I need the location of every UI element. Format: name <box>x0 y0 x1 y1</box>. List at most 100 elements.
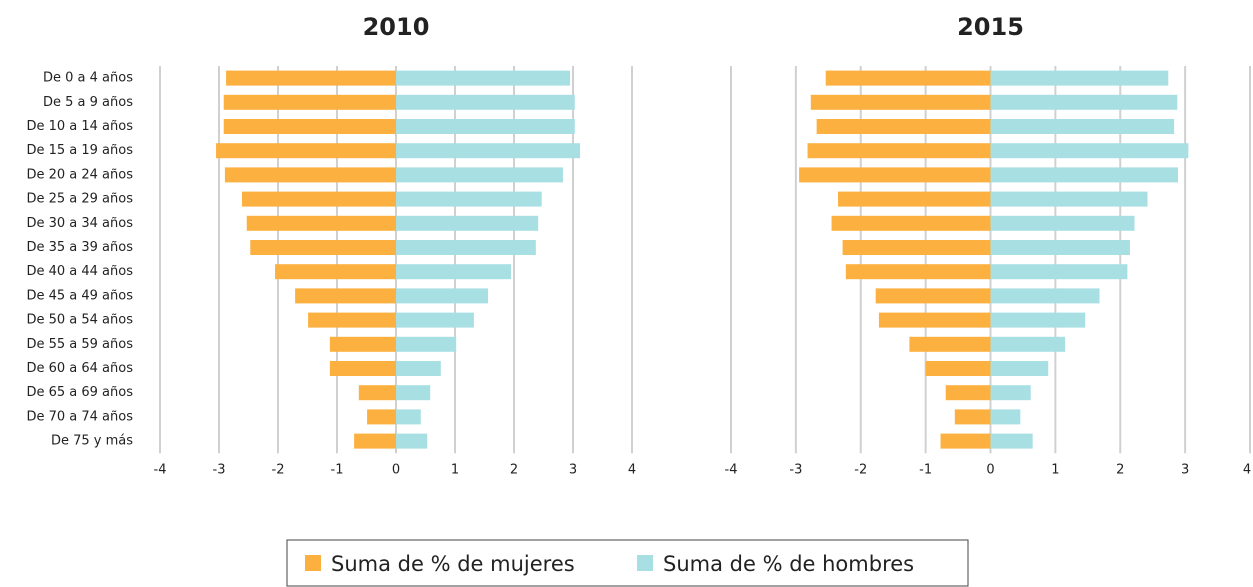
bar <box>838 191 991 207</box>
y-tick-label: De 25 a 29 años <box>26 192 133 207</box>
x-tick-label: 4 <box>628 463 636 478</box>
bar <box>396 119 575 134</box>
bar <box>990 191 1148 207</box>
bar <box>354 433 396 449</box>
y-tick-label: De 40 a 44 años <box>26 264 133 279</box>
bar <box>990 119 1175 134</box>
bar <box>396 70 571 86</box>
chart-title: 2015 <box>957 13 1024 41</box>
bar <box>842 240 991 255</box>
bar <box>925 361 991 376</box>
x-tick-label: -2 <box>854 463 867 478</box>
bar <box>990 264 1128 280</box>
x-tick-label: 3 <box>569 463 577 478</box>
x-tick-label: 2 <box>510 463 518 478</box>
x-tick-label: 4 <box>1243 463 1251 478</box>
legend-swatch <box>637 555 653 571</box>
x-tick-label: -1 <box>919 463 932 478</box>
x-tick-label: -4 <box>725 463 738 478</box>
y-tick-label: De 5 a 9 años <box>43 95 133 110</box>
bar <box>396 191 542 207</box>
bar <box>875 288 991 304</box>
bar <box>396 143 581 159</box>
x-tick-label: 1 <box>1051 463 1059 478</box>
x-tick-label: 1 <box>451 463 459 478</box>
bar <box>308 312 396 328</box>
bar <box>226 70 396 86</box>
bar <box>990 70 1169 86</box>
bar <box>367 409 396 425</box>
bar <box>216 143 396 159</box>
bar <box>224 167 396 183</box>
bar <box>396 215 539 231</box>
y-tick-label: De 10 a 14 años <box>26 119 133 134</box>
x-tick-label: -2 <box>272 463 285 478</box>
bar <box>246 215 396 231</box>
bar <box>990 361 1049 376</box>
bar <box>396 433 428 449</box>
bar <box>329 361 396 376</box>
y-tick-label: De 55 a 59 años <box>26 337 133 352</box>
x-tick-label: -3 <box>213 463 226 478</box>
bar <box>878 312 991 328</box>
x-tick-label: 3 <box>1181 463 1189 478</box>
bar <box>396 264 512 280</box>
y-tick-label: De 65 a 69 años <box>26 385 133 400</box>
bar <box>990 143 1189 159</box>
y-tick-label: De 75 y más <box>51 434 133 449</box>
bar <box>945 385 991 401</box>
bar <box>396 167 563 183</box>
bar <box>396 385 431 401</box>
y-tick-label: De 45 a 49 años <box>26 288 133 303</box>
x-tick-label: -4 <box>154 463 167 478</box>
y-tick-label: De 70 a 74 años <box>26 409 133 424</box>
bar <box>990 240 1130 255</box>
y-tick-label: De 30 a 34 años <box>26 216 133 231</box>
bar <box>807 143 991 159</box>
bar <box>940 433 991 449</box>
bar <box>396 94 575 110</box>
bar <box>954 409 991 425</box>
bar <box>329 336 396 352</box>
bar <box>990 94 1178 110</box>
bar <box>816 119 991 134</box>
bar <box>990 336 1066 352</box>
bar <box>223 94 396 110</box>
bar <box>295 288 396 304</box>
y-tick-label: De 35 a 39 años <box>26 240 133 255</box>
x-tick-label: 0 <box>392 463 400 478</box>
bar <box>845 264 991 280</box>
y-tick-label: De 60 a 64 años <box>26 361 133 376</box>
bar <box>358 385 396 401</box>
bar <box>396 240 536 255</box>
x-tick-label: -3 <box>789 463 802 478</box>
bar <box>396 361 441 376</box>
bar <box>990 433 1033 449</box>
bar <box>396 312 474 328</box>
bar <box>831 215 991 231</box>
bar <box>799 167 991 183</box>
legend-label: Suma de % de mujeres <box>331 552 575 576</box>
x-tick-label: 0 <box>986 463 994 478</box>
bar <box>396 409 421 425</box>
bar <box>990 215 1135 231</box>
bar <box>990 409 1021 425</box>
bar <box>223 119 396 134</box>
chart-title: 2010 <box>363 13 430 41</box>
legend-label: Suma de % de hombres <box>663 552 914 576</box>
bar <box>250 240 396 255</box>
bar <box>990 167 1178 183</box>
bar <box>810 94 991 110</box>
y-tick-label: De 20 a 24 años <box>26 167 133 182</box>
legend-box <box>286 539 969 587</box>
legend-swatch <box>305 555 321 571</box>
bar <box>275 264 396 280</box>
bar <box>825 70 991 86</box>
bar <box>990 288 1100 304</box>
x-tick-label: 2 <box>1116 463 1124 478</box>
y-tick-label: De 50 a 54 años <box>26 313 133 328</box>
y-tick-label: De 15 a 19 años <box>26 143 133 158</box>
bar <box>242 191 396 207</box>
